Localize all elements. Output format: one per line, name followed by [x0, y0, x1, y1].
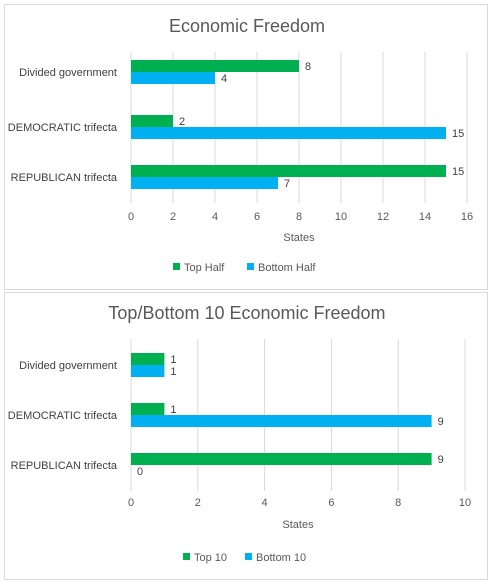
x-tick-label: 4	[212, 211, 218, 223]
data-label: 9	[438, 416, 444, 428]
data-label: 15	[452, 166, 464, 178]
economic-freedom-plot: Economic Freedom 0 2 4 6 8 10 12 14 16 Divided gov…	[8, 16, 473, 274]
data-label: 1	[170, 404, 176, 416]
economic-freedom-chart: Economic Freedom 0 2 4 6 8 10 12 14 16 Divided gov…	[4, 4, 488, 290]
top-bottom-10-chart: Top/Bottom 10 Economic Freedom 0 2 4 6 8 10 Div…	[4, 292, 488, 580]
x-tick-label: 6	[254, 211, 260, 223]
category-label: REPUBLICAN trifecta	[11, 460, 118, 472]
bar-top-10	[131, 353, 165, 365]
x-axis-title: States	[283, 232, 315, 244]
data-label: 8	[305, 61, 311, 73]
category-label: Divided government	[19, 360, 117, 372]
data-label: 0	[137, 466, 143, 478]
x-tick-label: 8	[395, 497, 401, 509]
bar-top-10	[131, 453, 432, 465]
category-label: DEMOCRATIC trifecta	[8, 122, 118, 134]
chart-title: Economic Freedom	[169, 16, 325, 36]
x-tick-label: 4	[262, 497, 268, 509]
data-label: 9	[438, 454, 444, 466]
x-tick-label: 12	[377, 211, 389, 223]
legend-swatch	[247, 263, 254, 270]
bar-bottom-10	[131, 365, 165, 377]
legend-label: Bottom 10	[256, 552, 306, 564]
legend-swatch	[173, 263, 180, 270]
x-tick-label: 2	[195, 497, 201, 509]
data-label: 1	[170, 366, 176, 378]
data-label: 7	[284, 178, 290, 190]
bar-bottom-half	[131, 177, 278, 189]
x-tick-label: 2	[170, 211, 176, 223]
legend-label: Bottom Half	[258, 262, 316, 274]
legend-label: Top 10	[194, 552, 227, 564]
category-label: DEMOCRATIC trifecta	[8, 410, 118, 422]
x-axis-title: States	[282, 519, 314, 531]
category-label: Divided government	[19, 67, 117, 79]
data-label: 2	[179, 116, 185, 128]
x-tick-label: 10	[335, 211, 347, 223]
x-tick-label: 0	[128, 497, 134, 509]
bar-top-half	[131, 165, 446, 177]
legend-swatch	[183, 553, 190, 560]
category-label: REPUBLICAN trifecta	[11, 172, 118, 184]
data-label: 15	[452, 128, 464, 140]
bar-bottom-half	[131, 127, 446, 139]
x-tick-label: 16	[461, 211, 473, 223]
x-tick-label: 8	[296, 211, 302, 223]
bar-bottom-half	[131, 72, 215, 84]
x-tick-label: 14	[419, 211, 431, 223]
data-label: 4	[221, 73, 227, 85]
bar-top-half	[131, 60, 299, 72]
bar-top-10	[131, 403, 165, 415]
x-tick-label: 10	[459, 497, 471, 509]
x-tick-label: 0	[128, 211, 134, 223]
data-label: 1	[170, 354, 176, 366]
chart-title: Top/Bottom 10 Economic Freedom	[108, 303, 385, 323]
bar-top-half	[131, 115, 173, 127]
x-tick-label: 6	[328, 497, 334, 509]
bar-bottom-10	[131, 415, 432, 427]
legend-swatch	[245, 553, 252, 560]
legend-label: Top Half	[184, 262, 225, 274]
